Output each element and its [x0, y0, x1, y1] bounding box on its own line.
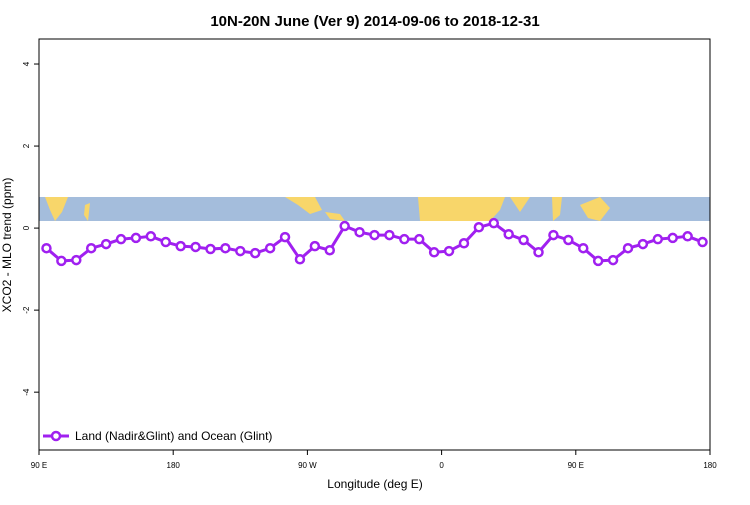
point — [279, 231, 291, 243]
x-tick-label: 0 — [439, 461, 444, 470]
x-tick-label: 90 W — [298, 461, 317, 470]
point — [548, 229, 559, 241]
point — [384, 229, 395, 241]
point — [667, 232, 678, 244]
point — [592, 255, 604, 267]
point — [130, 232, 142, 244]
chart-title: 10N-20N June (Ver 9) 2014-09-06 to 2018-… — [210, 13, 539, 30]
point — [309, 240, 321, 252]
y-tick-label: 2 — [22, 143, 31, 148]
point — [294, 254, 306, 265]
point — [607, 254, 619, 266]
point — [697, 236, 708, 248]
y-axis-label: XCO2 - MLO trend (ppm) — [0, 178, 14, 313]
point — [563, 234, 574, 246]
point — [652, 233, 664, 245]
point — [399, 233, 410, 245]
point — [85, 242, 97, 254]
point — [160, 236, 171, 248]
point — [354, 226, 365, 238]
point — [518, 234, 529, 246]
point — [249, 247, 261, 259]
point — [428, 247, 440, 258]
point — [578, 242, 589, 254]
map-strip — [39, 197, 710, 221]
y-tick-label: 0 — [22, 225, 31, 230]
y-tick-label: -2 — [22, 306, 31, 314]
point — [458, 238, 470, 249]
point — [115, 233, 127, 245]
point — [339, 220, 350, 232]
x-tick-label: 90 E — [31, 461, 47, 470]
point — [369, 229, 380, 241]
x-axis-label: Longitude (deg E) — [327, 477, 422, 491]
series-line — [45, 221, 704, 263]
point — [473, 222, 485, 233]
point — [190, 241, 201, 253]
point — [205, 243, 216, 255]
y-tick-label: 4 — [22, 61, 31, 66]
x-tick-label: 180 — [167, 461, 181, 470]
point — [413, 233, 425, 245]
y-tick-label: -4 — [22, 388, 31, 396]
point — [41, 242, 52, 254]
legend-marker — [50, 430, 62, 442]
point — [682, 231, 693, 242]
point — [443, 245, 455, 257]
point — [622, 242, 634, 254]
point — [56, 255, 67, 267]
point — [488, 217, 500, 229]
point — [235, 245, 246, 257]
point — [220, 242, 231, 254]
point — [637, 238, 649, 250]
point — [100, 238, 112, 250]
point — [503, 228, 514, 240]
x-tick-label: 180 — [703, 461, 717, 470]
legend-label: Land (Nadir&Glint) and Ocean (Glint) — [75, 429, 272, 443]
point — [533, 247, 544, 258]
point — [71, 254, 82, 266]
point — [324, 244, 336, 256]
point — [145, 231, 157, 242]
point — [175, 240, 186, 252]
point — [264, 242, 276, 254]
x-tick-label: 90 E — [568, 461, 584, 470]
plot-frame — [38, 38, 711, 451]
